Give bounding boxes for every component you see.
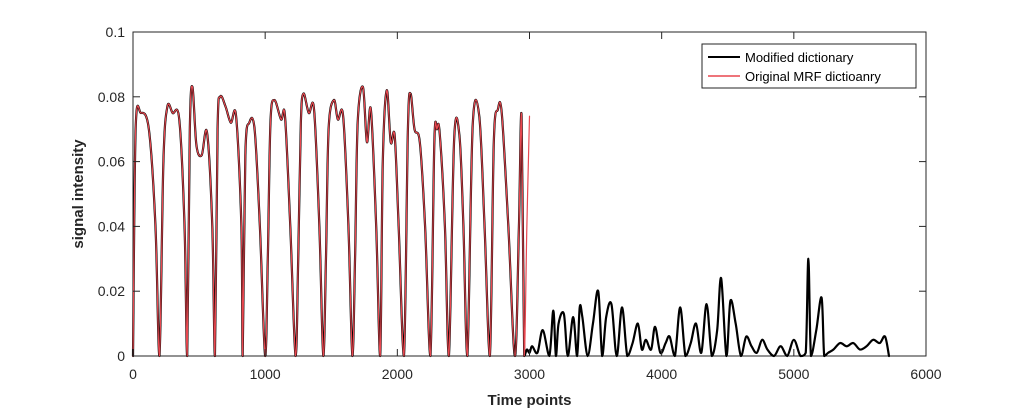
y-tick-label: 0.1 bbox=[106, 24, 126, 40]
legend-label-original: Original MRF dictioanry bbox=[745, 69, 881, 84]
tick-layer: 0 1000 2000 3000 4000 5000 6000 0 0.02 0.04 0.06 0.… bbox=[98, 24, 942, 382]
y-axis-title: signal intensity bbox=[70, 139, 87, 249]
x-tick-label: 3000 bbox=[514, 366, 545, 382]
legend: Modified dictionary Original MRF dictioa… bbox=[701, 43, 917, 89]
x-tick-label: 6000 bbox=[910, 366, 941, 382]
x-tick-label: 1000 bbox=[250, 366, 281, 382]
legend-label-modified: Modified dictionary bbox=[745, 50, 854, 65]
x-axis-title: Time points bbox=[488, 392, 572, 409]
y-tick-label: 0 bbox=[117, 348, 125, 364]
series-line-original-mrf-dictionary bbox=[132, 85, 531, 357]
y-tick-label: 0.02 bbox=[98, 283, 125, 299]
y-tick-label: 0.06 bbox=[98, 154, 125, 170]
x-tick-label: 2000 bbox=[382, 366, 413, 382]
x-tick-label: 5000 bbox=[778, 366, 809, 382]
x-tick-label: 0 bbox=[129, 366, 137, 382]
y-tick-label: 0.04 bbox=[98, 218, 125, 234]
legend-box bbox=[701, 43, 917, 89]
series-layer bbox=[131, 85, 891, 358]
y-tick-label: 0.08 bbox=[98, 89, 125, 105]
x-tick-label: 4000 bbox=[646, 366, 677, 382]
